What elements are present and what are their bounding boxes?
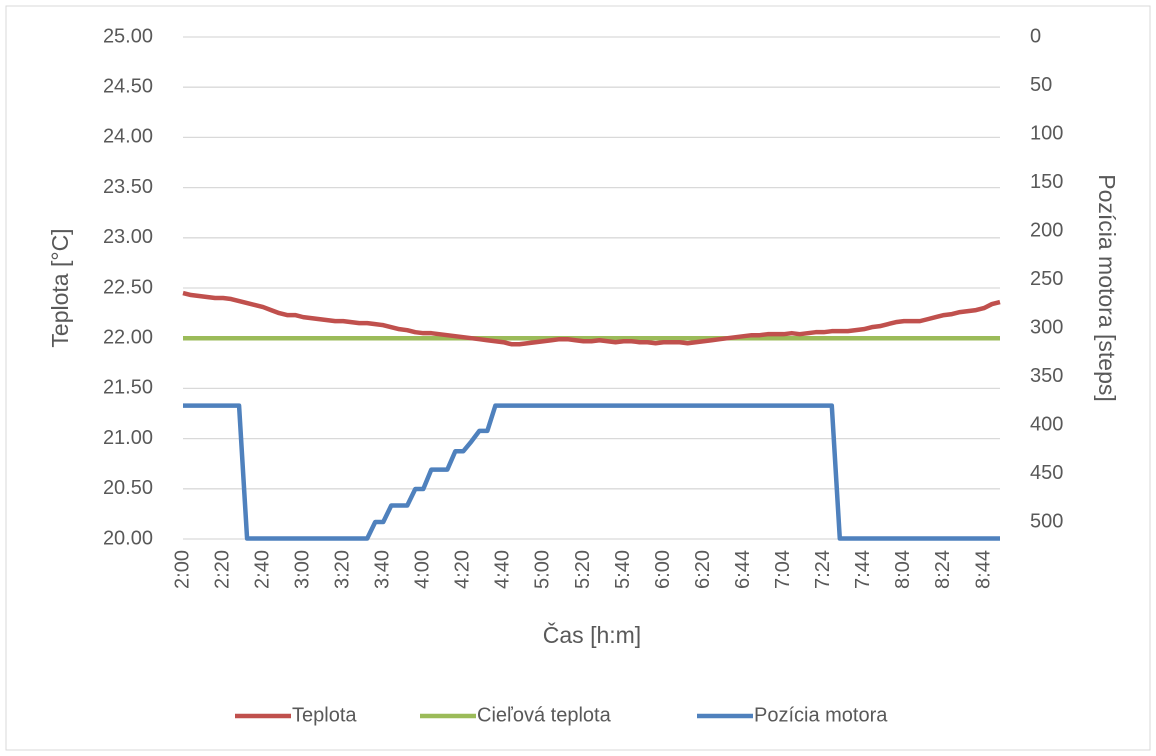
y-tick-label: 25.00 [103,25,153,47]
legend-label: Pozícia motora [754,704,888,726]
x-tick-label: 8:44 [972,550,994,589]
y-tick-label: 23.00 [103,226,153,248]
y-axis-title: Teplota [°C] [47,228,73,347]
chart-border [5,5,1151,751]
x-tick-label: 4:40 [492,550,514,589]
y-tick-label: 20.00 [103,527,153,549]
series-line [182,290,1001,347]
x-tick-label: 6:00 [652,550,674,589]
x-tick-label: 8:24 [932,550,954,589]
x-tick-label: 4:00 [412,550,434,589]
x-tick-label: 5:40 [612,550,634,589]
x-tick-label: 6:44 [732,550,754,589]
y2-tick-label: 300 [1030,316,1063,338]
y2-tick-label: 350 [1030,365,1063,387]
y2-tick-label: 400 [1030,413,1063,435]
y-tick-label: 24.00 [103,126,153,148]
y-tick-label: 23.50 [103,176,153,198]
x-tick-label: 2:20 [211,550,233,589]
y2-tick-label: 150 [1030,171,1063,193]
y2-tick-label: 450 [1030,462,1063,484]
y-tick-label: 21.00 [103,427,153,449]
series-line [183,403,1000,541]
x-tick-label: 8:04 [892,550,914,589]
y2-tick-label: 250 [1030,268,1063,290]
y2-tick-label: 0 [1030,25,1041,47]
x-tick-label: 2:00 [171,550,193,589]
legend-label: Teplota [292,704,357,726]
x-tick-label: 2:40 [251,550,273,589]
x-tick-label: 7:04 [772,550,794,589]
x-tick-label: 5:00 [532,550,554,589]
x-tick-label: 5:20 [572,550,594,589]
y-tick-label: 24.50 [103,75,153,97]
x-tick-label: 7:24 [812,550,834,589]
legend-label: Cieľová teplota [477,704,612,726]
x-tick-label: 7:44 [852,550,874,589]
x-tick-label: 4:20 [452,550,474,589]
x-tick-label: 6:20 [692,550,714,589]
y-tick-label: 22.00 [103,326,153,348]
y-tick-label: 20.50 [103,477,153,499]
x-tick-label: 3:20 [331,550,353,589]
y2-tick-label: 200 [1030,219,1063,241]
x-tick-label: 3:00 [291,550,313,589]
y2-tick-label: 100 [1030,122,1063,144]
y2-axis-title: Pozícia motora [steps] [1094,174,1120,402]
y2-tick-label: 500 [1030,510,1063,532]
y2-tick-label: 50 [1030,74,1052,96]
x-axis-title: Čas [h:m] [543,621,641,648]
y-tick-label: 22.50 [103,276,153,298]
x-tick-label: 3:40 [372,550,394,589]
y-tick-label: 21.50 [103,377,153,399]
